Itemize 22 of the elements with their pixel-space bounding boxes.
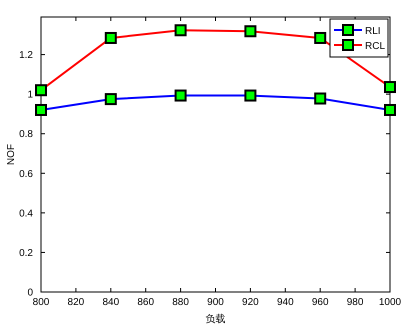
y-tick-label: 1 (27, 90, 34, 101)
y-tick-label: 0.8 (19, 129, 34, 140)
x-tick-label: 1000 (378, 297, 402, 308)
x-tick-label: 900 (207, 297, 224, 308)
x-tick-label: 800 (32, 297, 50, 308)
x-tick-label: 840 (102, 297, 120, 308)
x-axis-title: 负载 (206, 313, 226, 325)
y-tick-label: 0 (27, 288, 34, 298)
x-tick-label: 860 (137, 297, 154, 308)
x-tick-label: 820 (68, 297, 85, 308)
y-axis-title: NOF (6, 144, 17, 166)
legend-label: RCL (365, 41, 386, 52)
x-tick-label: 940 (276, 297, 294, 308)
y-tick-label: 1.2 (19, 50, 34, 62)
x-tick-label: 960 (312, 297, 329, 308)
y-tick-label: 0.2 (19, 248, 34, 259)
x-tick-label: 980 (346, 297, 364, 308)
y-tick-label: 0.6 (19, 168, 34, 180)
y-tick-label: 0.4 (19, 208, 34, 220)
legend-label: RLI (365, 26, 381, 37)
x-tick-label: 920 (242, 297, 260, 308)
x-tick-label: 880 (172, 297, 190, 308)
